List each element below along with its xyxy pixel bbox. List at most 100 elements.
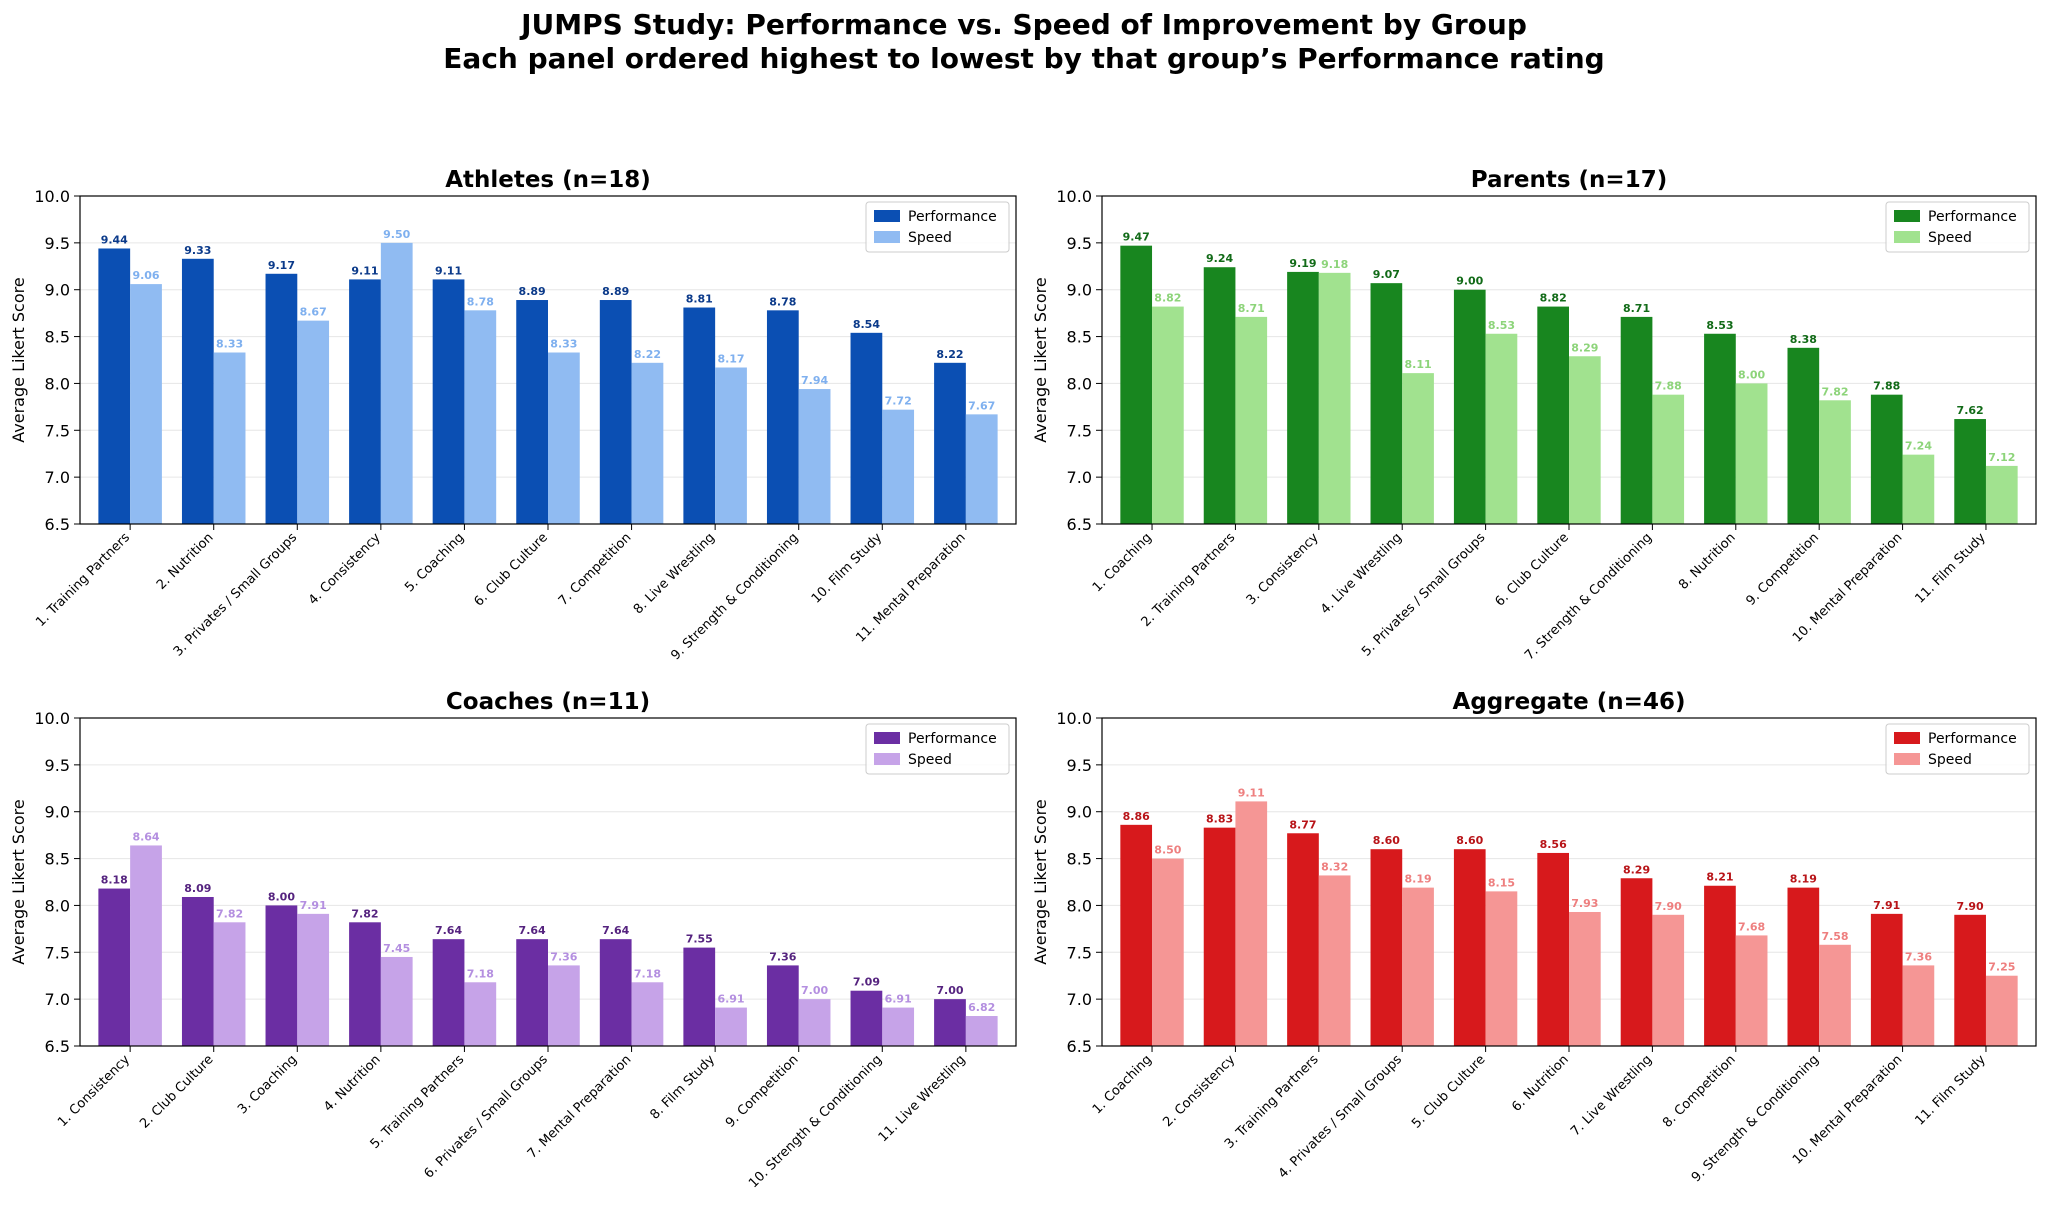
x-tick-label: 9. Competition (1743, 530, 1822, 609)
data-label-speed: 7.82 (216, 907, 243, 920)
y-tick-label: 8.5 (1067, 850, 1092, 869)
bar-performance (432, 279, 465, 524)
x-tick-label: 5. Training Partners (368, 1052, 468, 1152)
x-tick-label: 6. Nutrition (1509, 1052, 1572, 1115)
bar-speed (1402, 373, 1434, 524)
bar-performance (98, 248, 131, 525)
x-tick-label: 2. Club Culture (137, 1052, 216, 1131)
data-label-speed: 7.45 (383, 942, 410, 955)
bar-speed (1485, 333, 1518, 524)
x-tick-label: 8. Nutrition (1676, 530, 1739, 593)
y-tick-label: 6.5 (1067, 515, 1092, 534)
bar-performance (265, 905, 298, 1046)
data-label-speed: 8.64 (132, 830, 159, 843)
data-label-performance: 7.00 (936, 984, 963, 997)
data-label-performance: 8.86 (1123, 810, 1150, 823)
bar-speed (631, 982, 664, 1046)
bar-performance (181, 258, 214, 524)
bar-performance (766, 965, 799, 1046)
bar-performance (1453, 289, 1486, 524)
y-tick-label: 7.5 (45, 943, 70, 962)
data-label-performance: 8.21 (1706, 871, 1733, 884)
y-axis-label: Average Likert Score (1031, 799, 1050, 964)
y-tick-label: 7.0 (1067, 990, 1092, 1009)
bar-speed (464, 310, 497, 524)
y-tick-label: 6.5 (1067, 1037, 1092, 1056)
bar-performance (349, 922, 381, 1046)
data-label-performance: 8.60 (1456, 834, 1483, 847)
data-label-speed: 9.50 (383, 228, 410, 241)
x-tick-label: 10. Strength & Conditioning (746, 1052, 885, 1191)
data-label-speed: 8.19 (1404, 873, 1431, 886)
y-tick-label: 9.5 (1067, 234, 1092, 253)
data-label-speed: 7.00 (801, 984, 828, 997)
legend-label-speed: Speed (908, 230, 952, 246)
y-tick-label: 9.5 (1067, 756, 1092, 775)
bar-speed (464, 982, 497, 1046)
x-tick-label: 8. Competition (1660, 1052, 1739, 1131)
data-label-performance: 8.19 (1790, 873, 1817, 886)
data-label-performance: 8.09 (184, 882, 211, 895)
bar-performance (516, 939, 548, 1046)
legend: Performance Speed (865, 723, 1010, 775)
bar-performance (1704, 333, 1736, 524)
data-label-performance: 7.88 (1873, 380, 1900, 393)
chart-panel-2: 6.5 7.0 7.5 8.0 8.5 9.0 9.5 10.0 9.47 9.24 9.19 9.0… (1031, 167, 2037, 663)
legend-label-performance: Performance (1928, 209, 2017, 225)
bar-speed (1318, 272, 1351, 524)
bar-speed (1819, 400, 1851, 524)
x-tick-label: 2. Nutrition (154, 530, 217, 593)
legend-swatch-speed (874, 231, 900, 243)
x-tick-label: 3. Training Partners (1222, 1052, 1322, 1152)
bar-performance (934, 362, 966, 524)
data-label-speed: 8.32 (1321, 860, 1348, 873)
bar-performance (1370, 283, 1403, 524)
x-tick-label: 1. Coaching (1090, 530, 1155, 595)
y-tick-label: 6.5 (45, 1037, 70, 1056)
legend: Performance Speed (1885, 201, 2030, 253)
y-tick-label: 8.5 (1067, 328, 1092, 347)
x-tick-label: 7. Competition (556, 530, 635, 609)
x-tick-label: 4. Nutrition (321, 1052, 384, 1115)
data-label-performance: 7.55 (686, 933, 713, 946)
data-label-speed: 7.36 (550, 950, 577, 963)
bar-performance (1370, 849, 1403, 1046)
bar-speed (1235, 316, 1268, 524)
bar-performance (1870, 913, 1903, 1046)
data-label-speed: 7.24 (1905, 440, 1932, 453)
y-tick-label: 8.0 (1067, 896, 1092, 915)
bar-speed (715, 367, 747, 524)
bar-performance (850, 332, 883, 524)
data-label-performance: 8.60 (1373, 834, 1400, 847)
data-label-performance: 8.89 (519, 285, 546, 298)
legend-swatch-speed (1894, 753, 1920, 765)
y-tick-label: 7.5 (45, 421, 70, 440)
x-tick-label: 11. Live Wrestling (876, 1052, 969, 1145)
data-label-performance: 8.00 (268, 890, 295, 903)
bar-speed (1152, 858, 1184, 1046)
bar-performance (1537, 852, 1569, 1046)
bar-performance (98, 888, 131, 1046)
figure-title: JUMPS Study: Performance vs. Speed of Im… (0, 8, 2048, 76)
bar-performance (1954, 914, 1986, 1046)
bar-speed (965, 414, 998, 524)
bar-performance (934, 999, 966, 1046)
bar-speed (1735, 383, 1768, 524)
bar-speed (1235, 801, 1268, 1046)
bar-speed (213, 352, 246, 524)
bar-speed (548, 352, 580, 524)
bar-speed (631, 362, 664, 524)
y-tick-label: 8.0 (45, 896, 70, 915)
data-label-performance: 7.62 (1957, 404, 1984, 417)
data-label-performance: 9.24 (1206, 252, 1233, 265)
bar-performance (349, 279, 381, 524)
chart-panel-3: 6.5 7.0 7.5 8.0 8.5 9.0 9.5 10.0 8.18 8.09 8.00 7.8… (9, 689, 1017, 1191)
x-tick-label: 9. Competition (723, 1052, 802, 1131)
data-label-speed: 7.88 (1655, 380, 1682, 393)
bar-performance (1870, 394, 1903, 524)
bar-speed (798, 389, 831, 524)
data-label-performance: 7.90 (1957, 900, 1984, 913)
plot-frame (1101, 195, 2037, 525)
legend-swatch-performance (1894, 210, 1920, 222)
y-tick-label: 10.0 (34, 709, 70, 728)
